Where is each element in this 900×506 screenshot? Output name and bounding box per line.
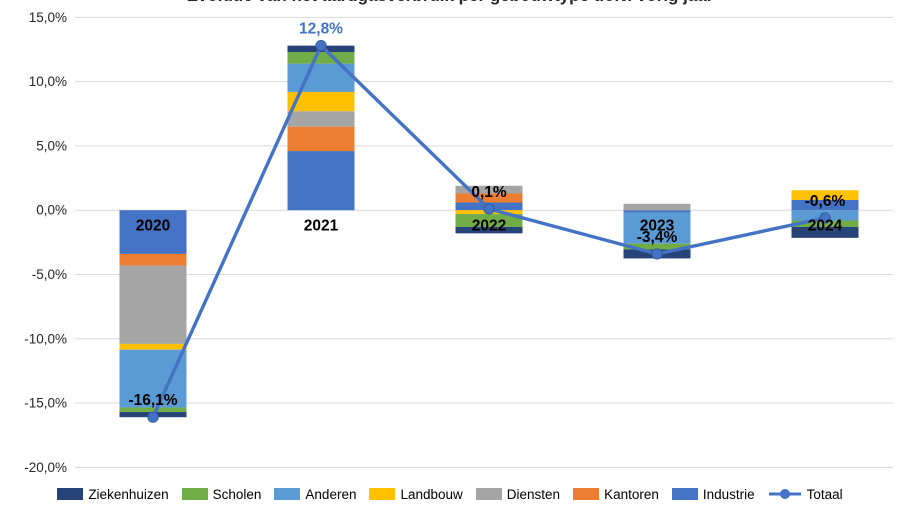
- y-tick-label: -5,0%: [32, 267, 67, 282]
- legend-label: Scholen: [212, 486, 262, 502]
- y-tick-label: 15,0%: [29, 10, 67, 25]
- bar-segment-industrie: [119, 210, 187, 254]
- x-axis-category-labels: 2020 2021 2022 2023 2024: [136, 218, 843, 235]
- legend-swatch-scholen: [181, 488, 208, 500]
- legend: Ziekenhuizen Scholen Anderen Landbouw Dienst…: [0, 484, 900, 504]
- y-tick-label: 5,0%: [36, 138, 67, 153]
- total-label-2021: 12,8%: [299, 21, 343, 38]
- total-data-labels: -16,1% 12,8% 0,1% -3,4% -0,6%: [128, 21, 845, 410]
- category-label-2020: 2020: [136, 218, 170, 235]
- legend-swatch-industrie: [671, 488, 698, 500]
- bar-segment-landbouw: [287, 91, 355, 112]
- category-label-2024: 2024: [808, 218, 843, 235]
- line-marker-icon: [768, 489, 801, 499]
- chart-title-cropped: Evolutie van het aardgasverbruik per geb…: [0, 0, 900, 9]
- y-tick-label: 0,0%: [36, 203, 67, 218]
- total-label-2020: -16,1%: [128, 392, 177, 409]
- total-marker-2022: [483, 203, 495, 215]
- legend-item-diensten: Diensten: [475, 486, 561, 502]
- legend-item-anderen: Anderen: [274, 487, 356, 502]
- total-marker-2021: [315, 40, 327, 52]
- legend-swatch-ziekenhuizen: [57, 488, 84, 500]
- bar-segment-scholen: [287, 52, 355, 64]
- legend-label: Totaal: [806, 486, 843, 502]
- bar-segment-kantoren: [119, 253, 187, 266]
- legend-swatch-diensten: [475, 488, 502, 500]
- legend-label: Kantoren: [604, 486, 659, 502]
- total-label-2024: -0,6%: [805, 193, 846, 210]
- y-tick-label: 10,0%: [29, 74, 67, 89]
- bar-segment-landbouw: [791, 190, 859, 200]
- y-axis-tick-labels: 15,0% 10,0% 5,0% 0,0% -5,0% -10,0% -15,0% -20,0…: [24, 10, 67, 475]
- gridlines: [75, 16, 893, 468]
- total-marker-2024: [819, 212, 831, 224]
- category-label-2021: 2021: [304, 218, 339, 235]
- bar-segment-anderen: [623, 212, 691, 244]
- bar-segment-landbouw: [119, 343, 187, 350]
- bar-segment-kantoren: [455, 193, 523, 203]
- bar-segment-scholen: [623, 243, 691, 250]
- total-label-2022: 0,1%: [471, 184, 507, 201]
- bar-segment-diensten: [623, 203, 691, 211]
- legend-item-landbouw: Landbouw: [369, 486, 463, 502]
- legend-item-totaal: Totaal: [768, 487, 843, 502]
- bar-segment-industrie: [287, 151, 355, 211]
- bar-segment-scholen: [119, 407, 187, 413]
- bar-segment-ziekenhuizen: [791, 226, 859, 238]
- bar-segment-diensten: [455, 185, 523, 194]
- legend-swatch-anderen: [274, 488, 301, 500]
- bar-segment-industrie: [623, 210, 691, 213]
- legend-label: Industrie: [702, 486, 755, 502]
- bar-segment-diensten: [119, 265, 187, 344]
- legend-item-ziekenhuizen: Ziekenhuizen: [57, 486, 169, 502]
- bar-segment-industrie: [791, 199, 859, 211]
- y-tick-label: -20,0%: [24, 460, 67, 475]
- legend-swatch-landbouw: [369, 488, 396, 500]
- total-line-markers: [147, 40, 831, 423]
- chart-title-text: Evolutie van het aardgasverbruik per geb…: [0, 0, 900, 6]
- total-marker-2023: [651, 248, 663, 260]
- y-tick-label: -15,0%: [24, 396, 67, 411]
- bar-segment-diensten: [287, 111, 355, 127]
- legend-item-kantoren: Kantoren: [573, 487, 659, 502]
- legend-label: Landbouw: [400, 486, 463, 502]
- y-tick-label: -10,0%: [24, 331, 67, 346]
- legend-label: Anderen: [305, 486, 357, 502]
- bar-segment-ziekenhuizen: [455, 226, 523, 234]
- legend-swatch-kantoren: [573, 488, 600, 500]
- total-marker-2020: [147, 411, 159, 423]
- category-label-2022: 2022: [472, 218, 506, 235]
- legend-label: Diensten: [506, 486, 561, 502]
- bar-segment-scholen: [455, 214, 523, 227]
- bars: [119, 45, 859, 418]
- bar-segment-kantoren: [287, 126, 355, 152]
- category-label-2023: 2023: [640, 218, 675, 235]
- total-label-2023: -3,4%: [637, 229, 678, 246]
- legend-item-scholen: Scholen: [181, 486, 262, 502]
- bar-group-2020: [119, 210, 187, 418]
- bar-segment-scholen: [791, 220, 859, 227]
- plot-area: 15,0% 10,0% 5,0% 0,0% -5,0% -10,0% -15,0% -20,0…: [24, 10, 893, 475]
- legend-label: Ziekenhuizen: [88, 486, 169, 502]
- legend-item-industrie: Industrie: [671, 486, 755, 502]
- bar-segment-anderen: [119, 349, 187, 408]
